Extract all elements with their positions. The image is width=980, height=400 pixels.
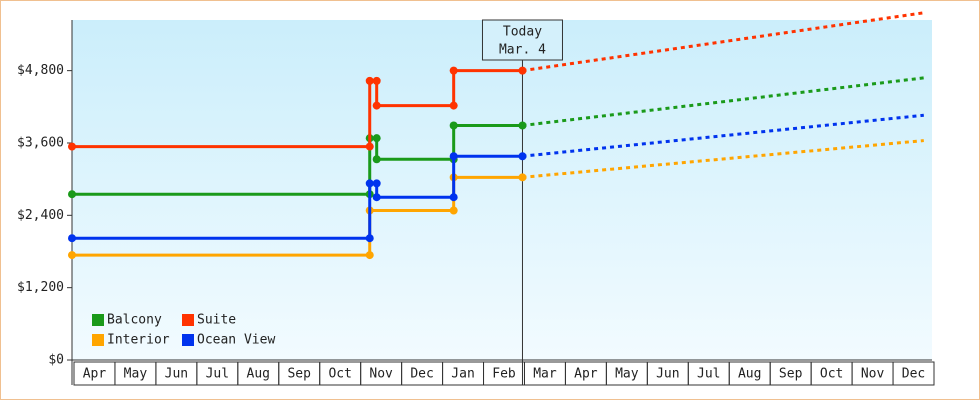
x-category-cell bbox=[892, 361, 935, 386]
legend-swatch bbox=[92, 334, 104, 346]
x-tick-label: Aug bbox=[738, 367, 761, 382]
x-tick-label: Jul bbox=[206, 367, 229, 382]
series-layer bbox=[68, 11, 925, 260]
x-tick-label: Jun bbox=[656, 367, 679, 382]
legend-label: Suite bbox=[197, 313, 236, 328]
x-tick-label: Dec bbox=[410, 367, 433, 382]
point bbox=[365, 234, 374, 243]
x-tick-label: Jun bbox=[165, 367, 188, 382]
x-tick-label: Sep bbox=[287, 367, 311, 382]
x-tick-label: May bbox=[615, 367, 639, 382]
point bbox=[518, 152, 527, 161]
forecast-line bbox=[522, 113, 924, 158]
legend-label: Interior bbox=[107, 333, 170, 348]
point bbox=[449, 66, 458, 75]
x-tick-label: Nov bbox=[369, 367, 393, 382]
y-tick-label: $2,400 bbox=[17, 208, 64, 223]
x-tick-label: Oct bbox=[328, 367, 351, 382]
point bbox=[449, 121, 458, 130]
point bbox=[68, 234, 76, 243]
point bbox=[365, 142, 374, 151]
legend-swatch bbox=[92, 314, 104, 326]
y-tick-label: $4,800 bbox=[17, 63, 64, 78]
point bbox=[372, 193, 381, 202]
today-box bbox=[481, 19, 563, 61]
legend-swatch bbox=[182, 334, 194, 346]
legend-label: Ocean View bbox=[197, 333, 275, 348]
point bbox=[449, 193, 458, 202]
x-tick-label: Feb bbox=[492, 367, 516, 382]
point bbox=[518, 173, 527, 182]
y-tick-label: $3,600 bbox=[17, 135, 64, 150]
point bbox=[449, 152, 458, 161]
series-line bbox=[72, 175, 523, 257]
x-tick-label: Aug bbox=[247, 367, 270, 382]
point bbox=[372, 179, 381, 188]
y-tick-label: $1,200 bbox=[17, 280, 64, 295]
y-tick-label: $0 bbox=[48, 353, 64, 368]
today-date: Mar. 4 bbox=[499, 43, 546, 58]
x-tick-label: Dec bbox=[902, 367, 925, 382]
point bbox=[68, 142, 76, 151]
x-tick-label: Apr bbox=[83, 367, 107, 382]
x-tick-label: Sep bbox=[779, 367, 803, 382]
forecast-line bbox=[522, 11, 925, 73]
plot-area bbox=[72, 20, 932, 360]
point bbox=[372, 76, 381, 85]
legend-label: Balcony bbox=[107, 313, 162, 328]
x-tick-label: Jul bbox=[697, 367, 720, 382]
point bbox=[449, 101, 458, 110]
x-tick-label: Mar bbox=[533, 367, 557, 382]
point bbox=[372, 134, 381, 143]
point bbox=[372, 101, 381, 110]
point bbox=[365, 76, 374, 85]
point bbox=[518, 66, 527, 75]
x-tick-label: Apr bbox=[574, 367, 598, 382]
point bbox=[449, 206, 458, 215]
point bbox=[365, 251, 374, 260]
x-tick-label: Jan bbox=[451, 367, 474, 382]
forecast-line bbox=[522, 76, 924, 127]
x-tick-label: Oct bbox=[820, 367, 843, 382]
point bbox=[518, 121, 527, 130]
forecast-line bbox=[522, 139, 924, 179]
point bbox=[68, 251, 76, 260]
x-tick-label: Nov bbox=[861, 367, 885, 382]
legend-swatch bbox=[182, 314, 194, 326]
series-line bbox=[72, 154, 523, 240]
today-title: Today bbox=[503, 25, 542, 40]
series-line bbox=[72, 69, 523, 149]
point bbox=[365, 179, 374, 188]
point bbox=[372, 155, 381, 164]
x-tick-label: May bbox=[124, 367, 148, 382]
point bbox=[68, 190, 76, 199]
